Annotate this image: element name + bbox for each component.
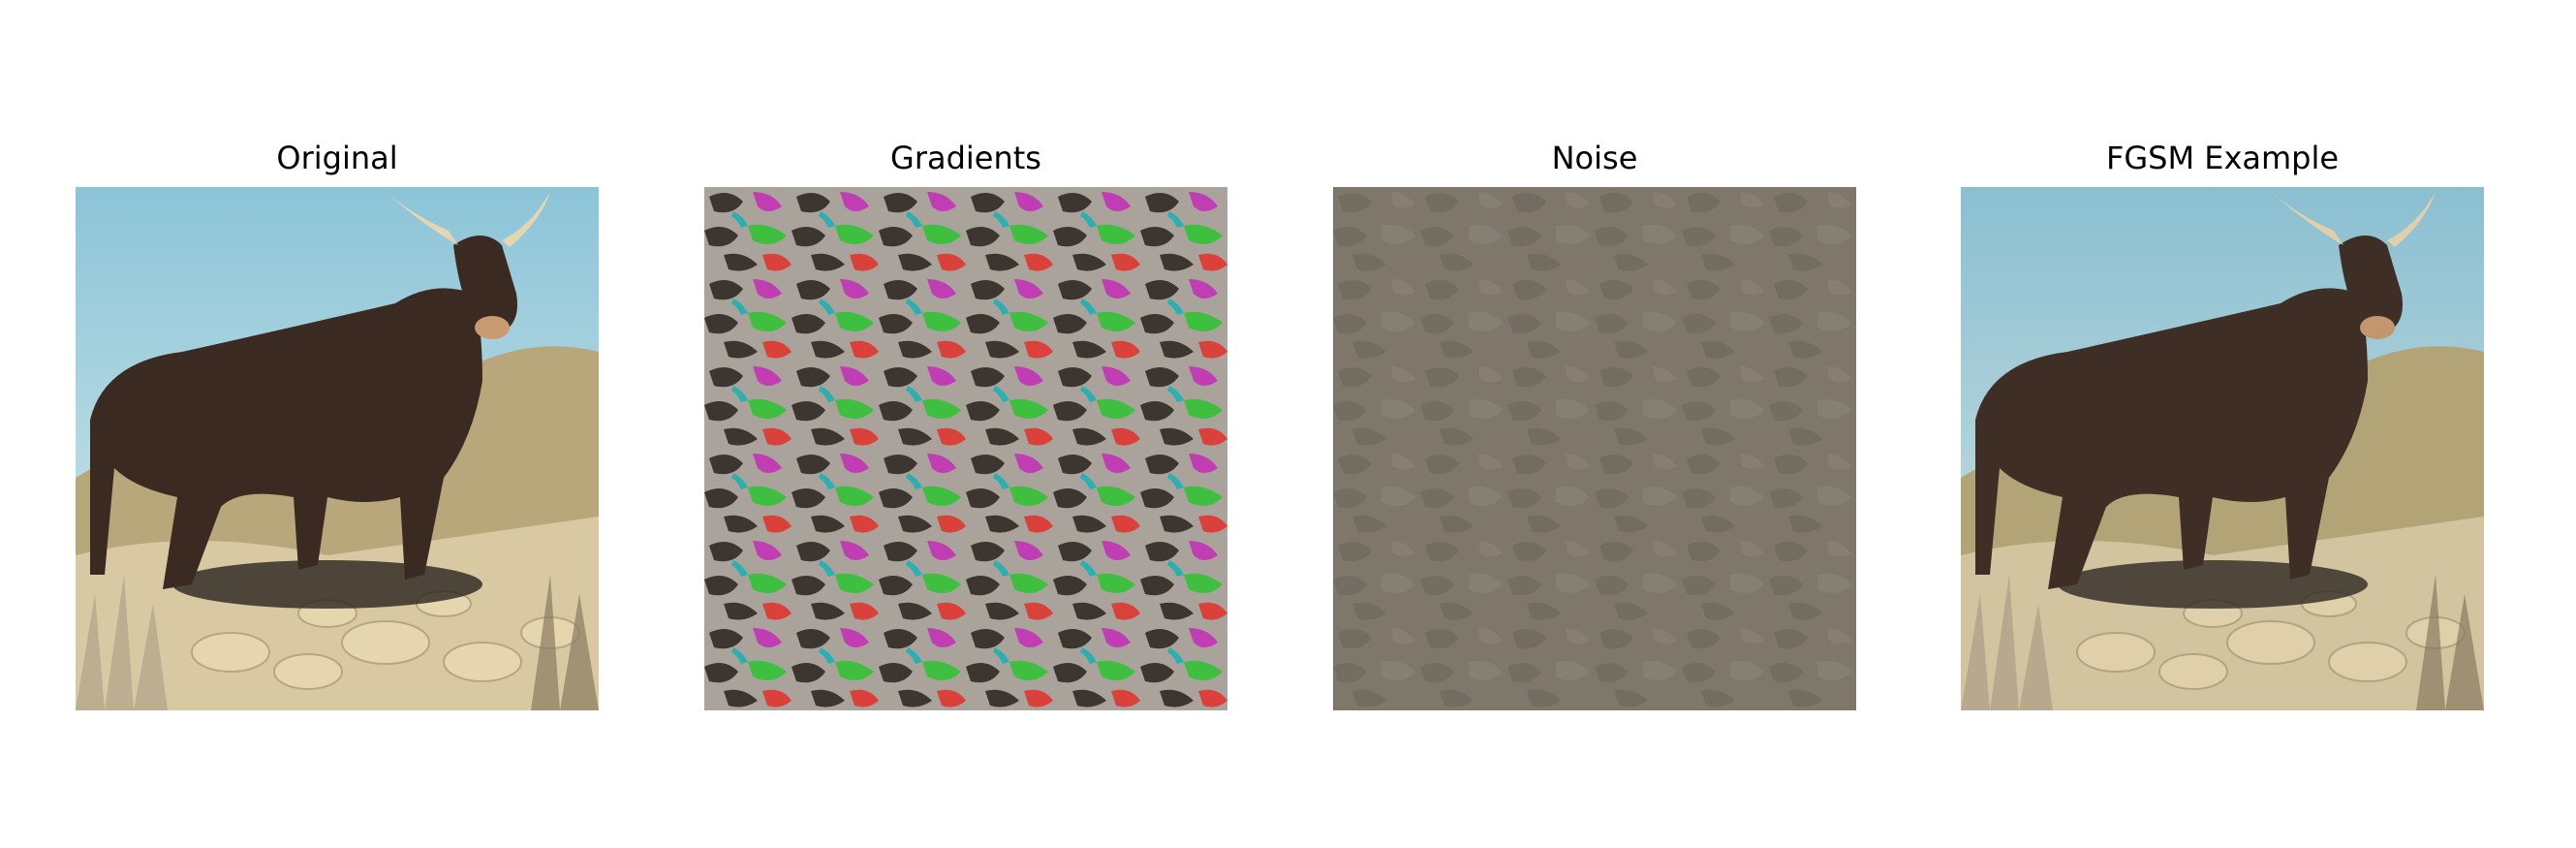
panel-title: FGSM Example (2105, 140, 2340, 176)
panel-original: Original (76, 0, 599, 848)
noise-image (1333, 187, 1856, 710)
panel-noise: Noise (1333, 0, 1856, 848)
panel-gradients: Gradients (704, 0, 1227, 848)
panel-title: Noise (1551, 140, 1638, 176)
fgsm-image (1961, 187, 2484, 710)
gradients-image (704, 187, 1227, 710)
panel-title: Gradients (890, 140, 1041, 176)
panel-title: Original (276, 140, 398, 176)
original-image (76, 187, 599, 710)
panel-fgsm-example: FGSM Example (1961, 0, 2484, 848)
